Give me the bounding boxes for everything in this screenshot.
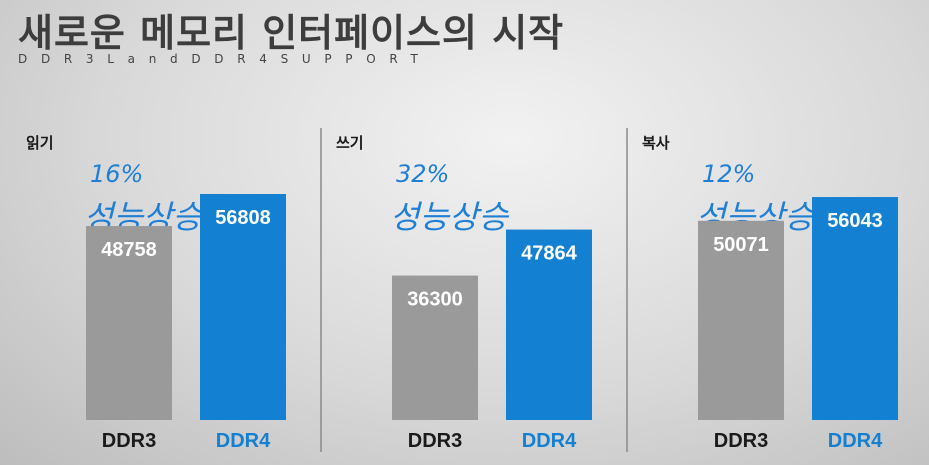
bar-value-label: 56808: [215, 207, 271, 229]
bar-ddr3: [392, 275, 478, 420]
bar-value-label: 48758: [101, 239, 157, 261]
panel-title: 쓰기: [336, 134, 364, 152]
annotation-percent: 32%: [396, 160, 449, 188]
annotation-percent: 16%: [90, 160, 143, 188]
category-label-ddr4: DDR4: [216, 430, 271, 452]
category-label-ddr4: DDR4: [828, 430, 883, 452]
bar-ddr3: [86, 226, 172, 420]
bar-ddr4: [200, 194, 286, 420]
category-label-ddr3: DDR3: [408, 430, 462, 452]
panel-title: 복사: [642, 134, 670, 152]
bar-ddr4: [812, 197, 898, 420]
bar-ddr3: [698, 220, 784, 420]
bar-value-label: 36300: [407, 289, 463, 311]
category-label-ddr3: DDR3: [714, 430, 768, 452]
bar-value-label: 47864: [521, 243, 577, 265]
annotation-percent: 12%: [702, 160, 755, 188]
page-subtitle: DDR3LandDDR4SUPPORT: [18, 52, 432, 66]
page-title: 새로운 메모리 인터페이스의 시작: [18, 11, 565, 55]
bar-value-label: 50071: [713, 234, 769, 256]
category-label-ddr4: DDR4: [522, 430, 577, 452]
panel-title: 읽기: [26, 134, 54, 152]
annotation-text: 성능상승: [390, 198, 509, 236]
category-label-ddr3: DDR3: [102, 430, 156, 452]
bar-value-label: 56043: [827, 210, 883, 232]
bar-ddr4: [506, 229, 592, 420]
